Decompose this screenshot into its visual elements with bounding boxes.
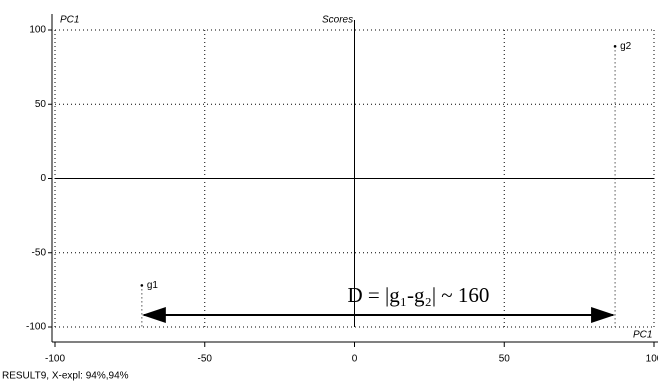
point: [140, 284, 144, 287]
x-tick-label: 100: [646, 354, 658, 365]
y-tick-label: 100: [29, 25, 46, 36]
y-tick-label: 50: [35, 99, 47, 110]
y-tick-label: -100: [26, 322, 46, 333]
y-tick-label: 0: [40, 173, 46, 184]
annotation: D = |g₁-g₂| ~ 160: [347, 283, 489, 307]
y-tick-label: -50: [32, 247, 47, 258]
x-tick-label: -100: [45, 354, 65, 365]
x-axis-label: PC1: [633, 330, 652, 341]
x-tick-label: -50: [198, 354, 213, 365]
point-label: g2: [620, 41, 632, 52]
point-label: g1: [147, 280, 159, 291]
chart-title: Scores: [322, 15, 353, 26]
x-tick-label: 50: [499, 354, 511, 365]
footer: RESULT9, X-expl: 94%,94%: [2, 371, 129, 382]
point: [613, 45, 617, 48]
y-axis-label: PC1: [60, 15, 79, 26]
x-tick-label: 0: [352, 354, 358, 365]
